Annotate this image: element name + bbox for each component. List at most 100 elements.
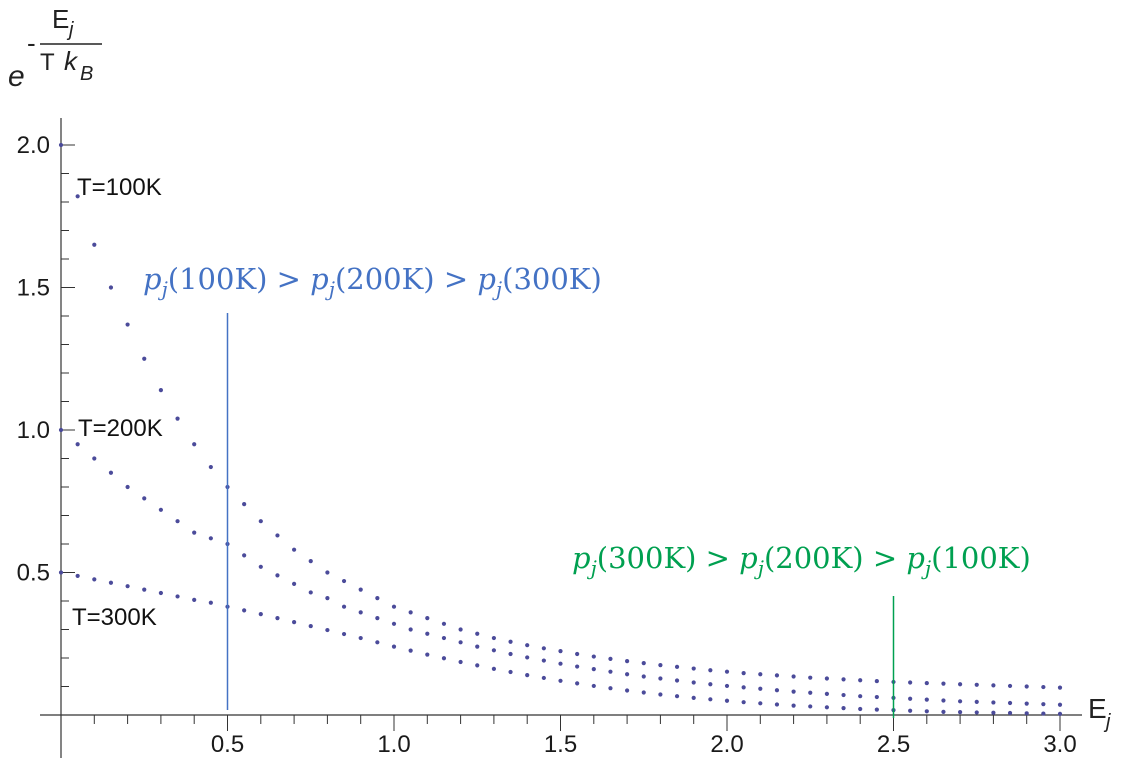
- data-point: [625, 672, 630, 677]
- data-point: [774, 673, 780, 678]
- data-point: [558, 649, 563, 654]
- data-point: [941, 698, 946, 703]
- data-point: [908, 696, 913, 701]
- data-point: [308, 559, 313, 564]
- data-point: [341, 578, 347, 584]
- data-point: [741, 700, 746, 705]
- data-point: [974, 682, 979, 687]
- data-point: [1024, 711, 1029, 716]
- data-point: [625, 688, 630, 693]
- data-point: [591, 683, 596, 689]
- data-point: [1024, 684, 1029, 689]
- x-tick-label: 1.0: [377, 731, 410, 758]
- data-point: [724, 698, 730, 703]
- y-tick-label: 1.0: [17, 417, 50, 444]
- data-point: [758, 686, 763, 691]
- data-point: [841, 692, 846, 698]
- data-point: [175, 416, 180, 421]
- data-point: [1057, 702, 1063, 707]
- data-point: [375, 596, 380, 601]
- y-axis-title-denominator-a: T: [40, 49, 55, 76]
- data-point: [92, 456, 97, 461]
- data-point: [508, 669, 513, 675]
- data-point: [774, 688, 780, 693]
- data-point: [192, 442, 197, 447]
- data-point: [541, 658, 546, 663]
- data-point: [292, 581, 297, 587]
- data-point: [358, 635, 363, 641]
- data-point: [541, 675, 546, 681]
- data-point: [458, 659, 463, 665]
- data-point: [275, 573, 280, 578]
- data-point: [525, 673, 530, 678]
- data-point: [575, 664, 580, 669]
- x-tick-label: 2.5: [877, 731, 910, 758]
- data-point: [691, 695, 696, 701]
- series-label-t100: T=100K: [77, 174, 162, 201]
- data-point: [724, 669, 730, 674]
- x-tick-label: 0.5: [211, 731, 244, 758]
- data-point: [958, 710, 963, 715]
- data-point: [958, 682, 963, 687]
- data-point: [691, 680, 696, 685]
- data-point: [608, 669, 613, 674]
- data-point: [158, 507, 163, 512]
- y-tick-label: 2.0: [17, 132, 50, 159]
- data-point: [242, 502, 247, 507]
- data-point: [824, 676, 830, 681]
- data-point: [125, 322, 130, 327]
- data-point: [541, 646, 546, 651]
- data-point: [558, 661, 563, 666]
- data-point: [941, 709, 946, 714]
- data-point: [1007, 710, 1013, 716]
- data-point: [774, 702, 780, 707]
- data-point: [125, 484, 130, 490]
- data-point: [208, 600, 213, 605]
- data-point: [525, 655, 530, 660]
- data-point: [158, 388, 163, 393]
- annotations: pj(100K) > pj(200K) > pj(300K) pj(300K) …: [143, 262, 1031, 718]
- data-point: [441, 635, 447, 641]
- data-point: [674, 694, 680, 699]
- data-point: [425, 631, 430, 636]
- data-point: [92, 242, 97, 247]
- x-tick-label: 2.0: [710, 731, 743, 758]
- data-point: [441, 656, 447, 661]
- data-point: [874, 694, 879, 700]
- data-point: [658, 663, 663, 668]
- data-point: [75, 194, 80, 199]
- data-point: [824, 705, 830, 710]
- data-point: [824, 691, 830, 697]
- data-point: [874, 707, 879, 712]
- data-point: [708, 697, 713, 702]
- data-point: [192, 597, 197, 602]
- data-point: [58, 427, 64, 433]
- data-point: [958, 699, 963, 704]
- data-point: [1057, 711, 1063, 716]
- data-point: [791, 674, 796, 679]
- data-point: [758, 672, 763, 677]
- data-point: [408, 648, 413, 653]
- data-point: [508, 639, 513, 644]
- data-point: [1007, 683, 1013, 689]
- data-point: [741, 671, 746, 676]
- data-point: [92, 577, 97, 582]
- data-point: [491, 648, 496, 653]
- data-point: [525, 643, 530, 648]
- data-point: [974, 699, 979, 704]
- data-point: [625, 659, 630, 664]
- y-ticks: 0.5 1.0 1.5 2.0: [17, 132, 75, 687]
- series-points-1: [58, 427, 1063, 707]
- data-point: [608, 686, 613, 691]
- data-point: [275, 533, 280, 538]
- data-point: [841, 706, 846, 711]
- y-tick-label: 1.5: [17, 275, 50, 302]
- data-point: [75, 442, 80, 447]
- data-point: [991, 710, 996, 715]
- data-point: [175, 594, 180, 599]
- data-point: [858, 694, 863, 699]
- x-tick-label: 3.0: [1043, 731, 1076, 758]
- data-point: [924, 680, 929, 686]
- data-point: [608, 656, 613, 661]
- data-point: [941, 681, 946, 686]
